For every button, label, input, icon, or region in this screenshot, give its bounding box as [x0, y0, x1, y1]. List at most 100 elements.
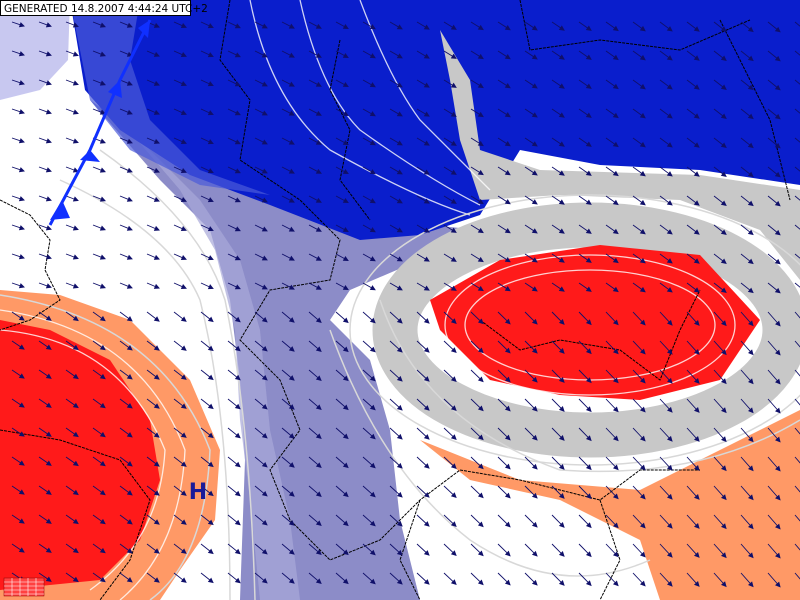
wind-arrow: [308, 543, 322, 555]
wind-arrow: [38, 543, 52, 553]
wind-arrow: [497, 21, 511, 31]
wind-arrow: [524, 137, 538, 147]
wind-arrow: [65, 340, 79, 351]
wind-arrow: [38, 572, 52, 582]
wind-arrow: [92, 485, 106, 496]
wind-arrow: [38, 340, 52, 350]
wind-arrow: [632, 253, 646, 264]
wind-arrow: [38, 137, 52, 144]
wind-arrow: [470, 195, 484, 205]
wind-arrow: [767, 79, 781, 91]
wind-arrow: [551, 166, 565, 176]
wind-arrow: [632, 340, 646, 355]
wind-arrow: [362, 543, 376, 556]
wind-arrow: [659, 282, 673, 293]
wind-field: [11, 21, 800, 588]
wind-arrow: [659, 427, 673, 442]
wind-arrow: [200, 514, 214, 526]
wind-arrow: [335, 79, 349, 88]
wind-arrow: [686, 311, 700, 326]
wind-arrow: [362, 427, 376, 440]
wind-arrow: [254, 137, 268, 145]
wind-arrow: [200, 340, 214, 352]
wind-arrow: [65, 543, 79, 554]
wind-arrow: [767, 514, 781, 530]
wind-arrow: [713, 224, 727, 235]
wind-arrow: [659, 514, 673, 529]
wind-arrow: [227, 543, 241, 555]
wind-arrow: [308, 456, 322, 468]
wind-arrow: [38, 195, 52, 202]
wind-arrow: [794, 340, 800, 348]
wind-arrow: [497, 543, 511, 557]
wind-arrow: [92, 50, 106, 57]
wind-arrow: [578, 514, 592, 529]
wind-arrow: [524, 282, 538, 292]
wind-arrow: [740, 340, 754, 356]
wind-arrow: [794, 311, 800, 319]
wind-arrow: [416, 108, 430, 117]
wind-arrow: [200, 572, 214, 584]
wind-arrow: [38, 224, 52, 231]
wind-arrow: [578, 572, 592, 587]
wind-arrow: [686, 195, 700, 206]
wind-arrow: [443, 456, 457, 470]
wind-arrow: [659, 166, 673, 177]
wind-arrow: [443, 485, 457, 499]
wind-arrow: [146, 485, 160, 496]
wind-arrow: [416, 282, 430, 291]
wind-arrow: [416, 166, 430, 175]
wind-arrow: [416, 369, 430, 382]
wind-arrow: [686, 253, 700, 264]
wind-arrow: [767, 166, 781, 178]
wind-arrow: [254, 311, 268, 323]
wind-arrow: [254, 108, 268, 116]
wind-arrow: [11, 224, 25, 231]
wind-arrow: [794, 456, 800, 464]
wind-arrow: [578, 79, 592, 89]
wind-arrow: [335, 456, 349, 469]
wind-arrow: [38, 514, 52, 524]
wind-arrow: [605, 108, 619, 119]
wind-arrow: [740, 543, 754, 559]
wind-arrow: [524, 79, 538, 89]
wind-arrow: [119, 50, 133, 57]
wind-arrow: [227, 514, 241, 526]
wind-arrow: [443, 253, 457, 262]
wind-arrow: [551, 79, 565, 89]
wind-arrow: [713, 79, 727, 90]
wind-arrow: [659, 195, 673, 206]
wind-arrow: [227, 21, 241, 29]
wind-arrow: [38, 398, 52, 408]
wind-arrow: [335, 108, 349, 117]
wind-arrow: [65, 311, 79, 322]
wind-arrow: [605, 253, 619, 264]
wind-arrow: [389, 108, 403, 117]
wind-arrow: [605, 137, 619, 148]
wind-arrow: [659, 340, 673, 355]
wind-arrow: [173, 427, 187, 438]
wind-arrow: [578, 485, 592, 500]
wind-arrow: [281, 369, 295, 381]
wind-arrow: [470, 166, 484, 176]
wind-arrow: [38, 108, 52, 115]
wind-arrow: [740, 485, 754, 501]
wind-arrow: [281, 224, 295, 232]
wind-arrow: [605, 282, 619, 293]
wind-arrow: [605, 79, 619, 90]
wind-arrow: [173, 50, 187, 58]
wind-arrow: [497, 224, 511, 234]
wind-arrow: [659, 253, 673, 264]
wind-arrow: [227, 572, 241, 584]
wind-arrow: [200, 311, 214, 323]
wind-arrow: [92, 572, 106, 583]
wind-arrow: [578, 427, 592, 442]
wind-arrow: [308, 427, 322, 439]
wind-arrow: [524, 340, 538, 354]
wind-arrow: [632, 137, 646, 148]
wind-arrow: [578, 369, 592, 384]
wind-arrow: [416, 195, 430, 204]
wind-arrow: [659, 50, 673, 61]
wind-arrow: [605, 224, 619, 235]
